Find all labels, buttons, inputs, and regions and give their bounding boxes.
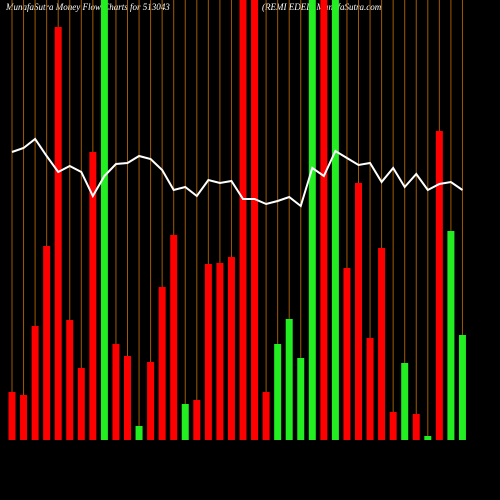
chart-title: MunafaSutra Money Flow Charts for 513043 xyxy=(5,2,170,12)
bar xyxy=(216,263,224,440)
bar xyxy=(262,392,270,440)
bar xyxy=(285,319,293,440)
bar xyxy=(412,414,420,440)
bar xyxy=(320,0,328,440)
bar xyxy=(43,246,51,440)
bar xyxy=(227,257,235,440)
bar xyxy=(435,131,443,440)
bar xyxy=(54,27,62,440)
bar xyxy=(401,363,409,440)
bar xyxy=(147,362,155,440)
bar xyxy=(8,392,16,440)
bar xyxy=(66,320,74,440)
bar xyxy=(204,264,212,440)
bar xyxy=(366,338,374,440)
bar xyxy=(170,235,178,440)
bar xyxy=(458,335,466,440)
bar xyxy=(447,231,455,440)
bar xyxy=(77,368,85,440)
bar xyxy=(158,287,166,440)
bar xyxy=(389,412,397,440)
bar xyxy=(193,400,201,440)
bar xyxy=(251,0,259,440)
bar xyxy=(89,152,97,440)
bar xyxy=(100,0,108,440)
bar xyxy=(31,326,39,440)
bar xyxy=(355,183,362,440)
bar xyxy=(378,248,386,440)
bar xyxy=(308,0,316,440)
money-flow-line xyxy=(11,137,464,208)
bar xyxy=(297,358,305,440)
bar xyxy=(274,344,282,440)
bar xyxy=(112,344,120,440)
bar xyxy=(239,0,247,440)
bar xyxy=(343,268,351,440)
bar xyxy=(181,404,189,440)
bar xyxy=(331,0,339,440)
bar xyxy=(124,356,131,440)
bar xyxy=(135,426,143,440)
bar xyxy=(424,436,432,440)
bar xyxy=(20,395,28,440)
